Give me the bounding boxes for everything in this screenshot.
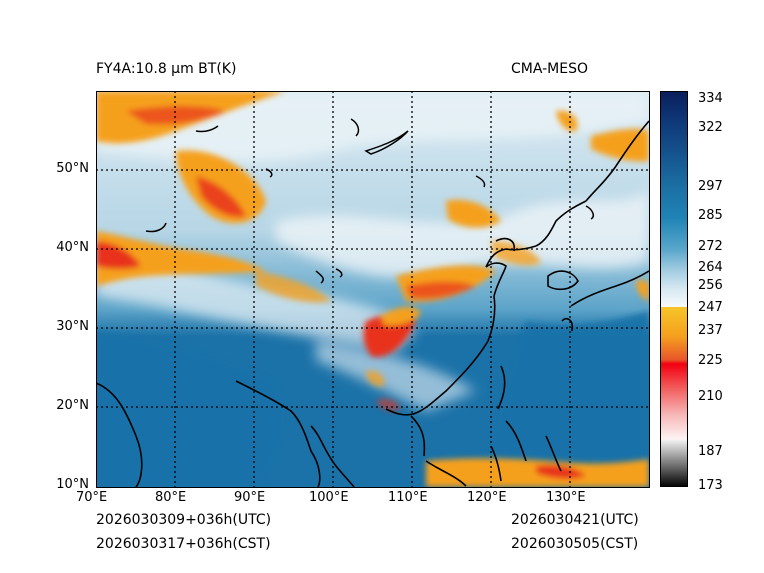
colorbar-label: 334 xyxy=(698,91,723,106)
lat-tick-label: 40°N xyxy=(56,240,89,255)
gridlines xyxy=(96,91,649,487)
colorbar-label: 210 xyxy=(698,389,723,404)
colorbar xyxy=(660,91,688,487)
lon-tick-label: 120°E xyxy=(467,490,507,505)
model-name: CMA-MESO xyxy=(511,61,589,77)
satellite-map xyxy=(96,91,649,487)
colorbar-label: 237 xyxy=(698,323,723,338)
lat-tick-label: 30°N xyxy=(56,319,89,334)
colorbar-label: 297 xyxy=(698,179,723,194)
coastlines xyxy=(96,120,649,487)
colorbar-label: 247 xyxy=(698,300,723,315)
colorbar-label: 187 xyxy=(698,444,723,459)
colorbar-label: 272 xyxy=(698,239,723,254)
colorbar-label: 256 xyxy=(698,278,723,293)
init-time-utc: 2026030309+036h(UTC) xyxy=(96,512,272,528)
colorbar-gradient xyxy=(661,92,687,486)
lon-tick-label: 110°E xyxy=(388,490,428,505)
colorbar-label: 264 xyxy=(698,260,723,275)
lat-tick-label: 10°N xyxy=(56,477,89,492)
valid-time-utc: 2026030421(UTC) xyxy=(511,512,639,528)
lat-tick-label: 20°N xyxy=(56,398,89,413)
lat-tick-label: 50°N xyxy=(56,161,89,176)
valid-time-cst: 2026030505(CST) xyxy=(511,536,639,552)
lon-tick-label: 100°E xyxy=(309,490,349,505)
colorbar-label: 225 xyxy=(698,353,723,368)
lon-tick-label: 130°E xyxy=(546,490,586,505)
cloud-top-orange xyxy=(96,91,649,487)
colorbar-label: 285 xyxy=(698,208,723,223)
lon-tick-label: 80°E xyxy=(155,490,187,505)
map-title: FY4A:10.8 µm BT(K) xyxy=(96,61,237,77)
colorbar-label: 173 xyxy=(698,478,723,493)
lon-tick-label: 90°E xyxy=(234,490,266,505)
init-time-cst: 2026030317+036h(CST) xyxy=(96,536,271,552)
lon-tick-label: 70°E xyxy=(76,490,108,505)
colorbar-label: 322 xyxy=(698,120,723,135)
